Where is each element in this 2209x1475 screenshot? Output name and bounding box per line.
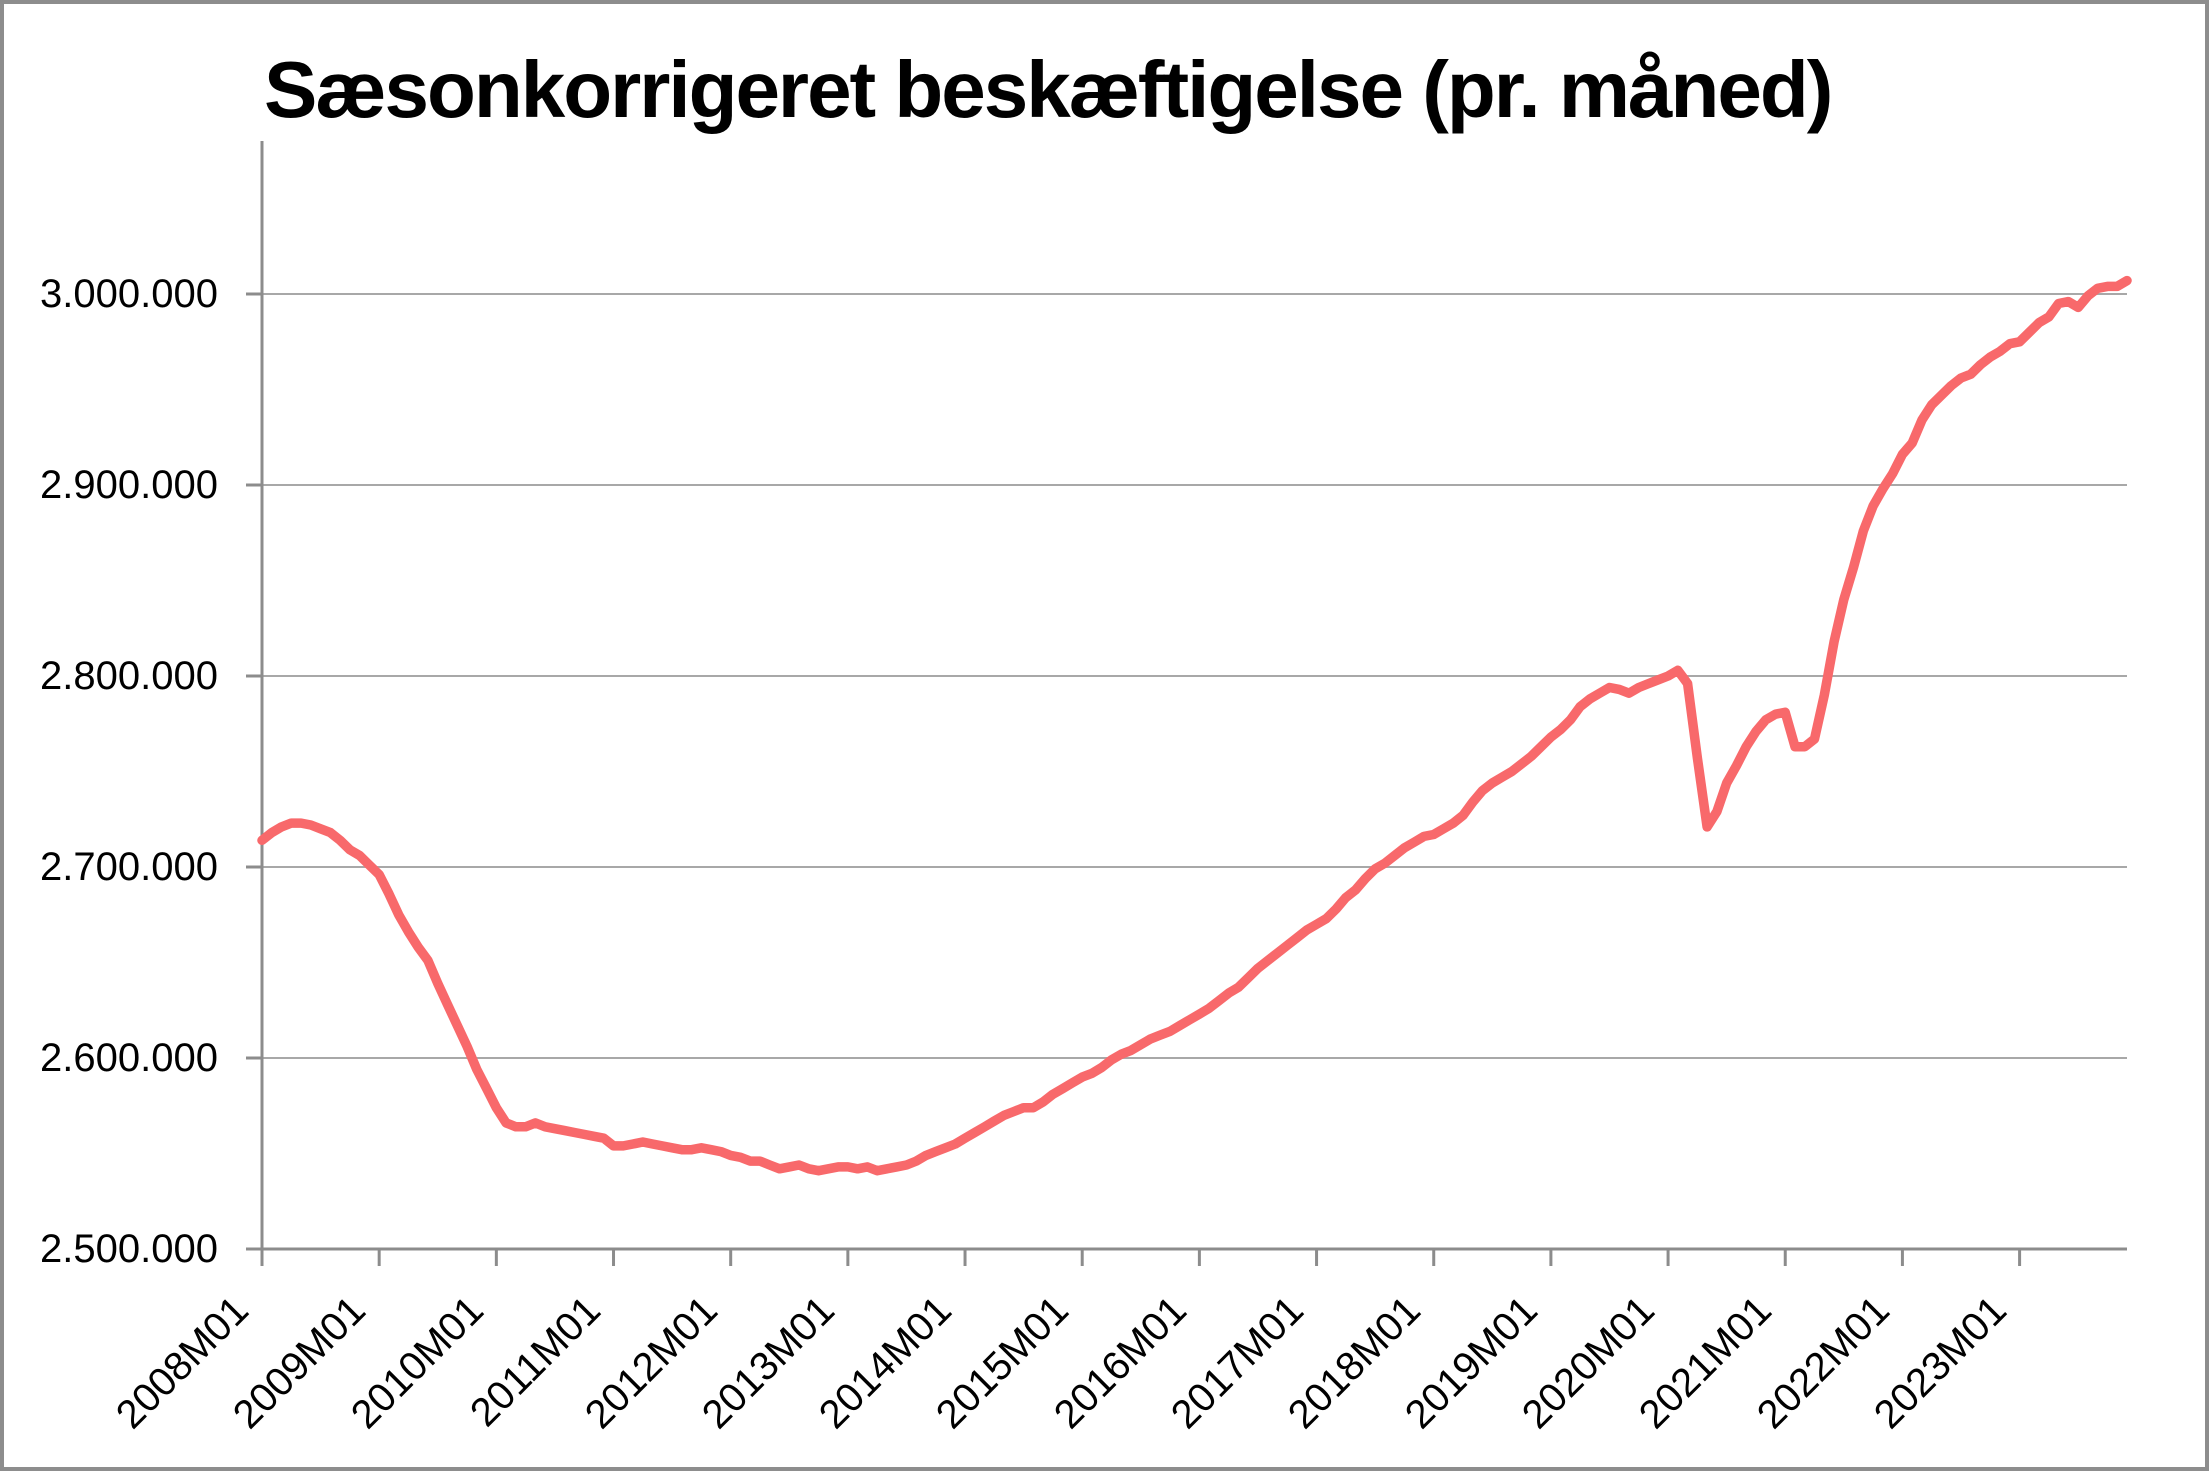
y-axis-label: 2.900.000 <box>40 463 218 507</box>
y-axis-label: 2.600.000 <box>40 1036 218 1080</box>
chart-plot-area <box>246 141 2132 1266</box>
y-axis-label: 2.700.000 <box>40 845 218 889</box>
y-axis-label: 2.500.000 <box>40 1227 218 1271</box>
y-axis-label: 2.800.000 <box>40 654 218 698</box>
axes <box>250 141 2127 1251</box>
axis-ticks <box>246 292 2022 1266</box>
chart-title: Sæsonkorrigeret beskæftigelse (pr. måned… <box>264 45 1833 134</box>
employment-line-series <box>257 275 2132 1176</box>
gridlines <box>262 293 2127 1059</box>
y-axis-label: 3.000.000 <box>40 272 218 316</box>
